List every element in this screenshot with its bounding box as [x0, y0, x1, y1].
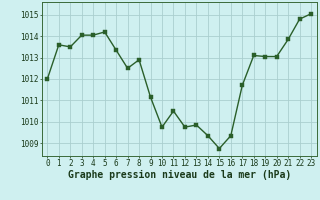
X-axis label: Graphe pression niveau de la mer (hPa): Graphe pression niveau de la mer (hPa)	[68, 170, 291, 180]
